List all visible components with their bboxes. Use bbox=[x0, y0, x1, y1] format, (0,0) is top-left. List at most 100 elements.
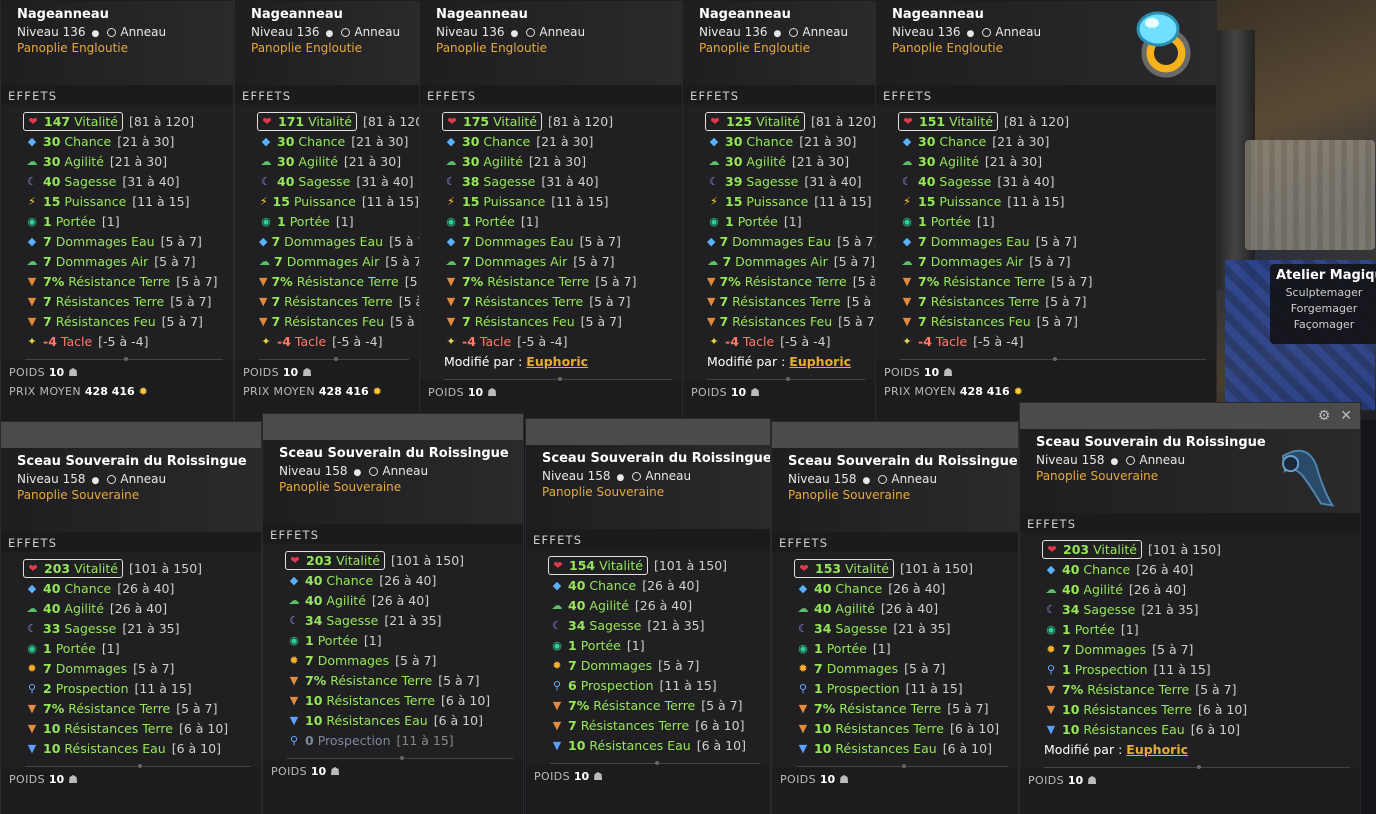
item-level-line: Niveau 136 ● Anneau bbox=[699, 25, 859, 39]
effect-row: ◆ 40 Chance [26 à 40] bbox=[25, 578, 261, 598]
effect-row: ⚲ 1 Prospection [11 à 15] bbox=[796, 678, 1018, 698]
item-footer: POIDS 10 ☗ bbox=[683, 380, 875, 399]
lens-icon: ⚲ bbox=[1046, 662, 1056, 676]
effect-value: 7% bbox=[814, 700, 836, 716]
weight-label: POIDS bbox=[9, 366, 45, 379]
item-footer: POIDS 10 ☗ PRIX MOYEN 428 416 ✹ bbox=[876, 360, 1216, 398]
item-set[interactable]: Panoplie Engloutie bbox=[436, 41, 547, 55]
effect-range: [21 à 30] bbox=[984, 153, 1043, 169]
modifier-name-link[interactable]: Euphoric bbox=[526, 353, 589, 369]
effect-row: ❤ 175 Vitalité [81 à 120] bbox=[442, 111, 682, 131]
effects-list: ❤ 125 Vitalité [81 à 120] ◆ 30 Chance [21 à 30]… bbox=[683, 105, 875, 381]
effects-header: EFFETS bbox=[1, 85, 233, 105]
effect-range: [101 à 150] bbox=[128, 560, 203, 576]
tooltip-controls: ⚙ ✕ bbox=[1318, 408, 1352, 424]
effect-label: Portée bbox=[317, 632, 358, 648]
shield-icon: ▼ bbox=[1046, 702, 1056, 716]
effect-label: Résistance Terre bbox=[68, 273, 171, 289]
item-header: Nageanneau Niveau 136 ● Anneau Panoplie Engl… bbox=[876, 1, 1216, 85]
item-set[interactable]: Panoplie Souveraine bbox=[279, 480, 402, 494]
drop-icon: ◆ bbox=[446, 134, 456, 148]
effect-label: Dommages Air bbox=[286, 253, 380, 269]
item-type: Anneau bbox=[1139, 453, 1186, 467]
effect-label: Vitalité bbox=[845, 560, 889, 576]
lens-icon: ⚲ bbox=[798, 681, 808, 695]
weight-value: 10 bbox=[310, 765, 327, 778]
level-prefix: Niveau bbox=[17, 472, 59, 486]
tooltip-titlebar[interactable] bbox=[263, 414, 523, 440]
effect-value: 6 bbox=[568, 677, 577, 693]
effect-label: Résistances Terre bbox=[326, 692, 435, 708]
item-set[interactable]: Panoplie Souveraine bbox=[17, 488, 140, 502]
item-name: Sceau Souverain du Roissingue bbox=[542, 451, 771, 466]
effect-row: ▼ 7%Résistance Terre [5 à 7] bbox=[1044, 679, 1360, 699]
effect-range: [1] bbox=[520, 213, 539, 229]
effect-value: 15 bbox=[725, 193, 743, 209]
effect-range: [5 à 7] bbox=[595, 273, 637, 289]
effect-row: ☁ 30 Agilité [21 à 30] bbox=[259, 151, 419, 171]
item-level: 158 bbox=[833, 472, 857, 486]
effect-range: [5 à 7] bbox=[404, 273, 419, 289]
item-level: 136 bbox=[481, 25, 505, 39]
weight-value: 10 bbox=[48, 366, 65, 379]
gear-icon[interactable]: ⚙ bbox=[1317, 408, 1331, 424]
effect-row: ◉ 1 Portée [1] bbox=[25, 638, 261, 658]
item-set[interactable]: Panoplie Souveraine bbox=[542, 485, 665, 499]
tooltip-titlebar[interactable]: ⚙ ✕ bbox=[1020, 403, 1360, 429]
close-icon[interactable]: ✕ bbox=[1340, 408, 1352, 424]
effect-range: [5 à 7] bbox=[658, 657, 700, 673]
item-set[interactable]: Panoplie Engloutie bbox=[699, 41, 810, 55]
effect-range: [5 à 7] bbox=[1029, 253, 1071, 269]
effect-range: [26 à 40] bbox=[888, 580, 946, 596]
effect-row: ◆ 30 Chance [21 à 30] bbox=[444, 131, 682, 151]
tooltip-titlebar[interactable] bbox=[772, 422, 1018, 448]
modifier-name-link[interactable]: Euphoric bbox=[789, 353, 852, 369]
tooltip-titlebar[interactable] bbox=[1, 422, 261, 448]
level-prefix: Niveau bbox=[699, 25, 741, 39]
air-icon: ☁ bbox=[1045, 582, 1057, 596]
item-tooltip-card: Nageanneau Niveau 136 ● Anneau Panoplie Engl… bbox=[875, 0, 1217, 424]
effect-range: [1] bbox=[976, 213, 995, 229]
weight-icon: ☗ bbox=[1083, 774, 1098, 787]
item-set[interactable]: Panoplie Engloutie bbox=[17, 41, 128, 55]
drop-icon: ◆ bbox=[259, 234, 268, 248]
level-prefix: Niveau bbox=[788, 472, 830, 486]
item-set[interactable]: Panoplie Engloutie bbox=[251, 41, 362, 55]
effect-label: Dommages Air bbox=[735, 253, 828, 269]
effects-header: EFFETS bbox=[772, 532, 1018, 552]
tooltip-titlebar[interactable] bbox=[526, 419, 770, 445]
modifier-name-link[interactable]: Euphoric bbox=[1126, 741, 1189, 757]
game-background bbox=[1215, 0, 1376, 420]
weight-line: POIDS 10 ☗ bbox=[271, 765, 515, 778]
effect-value: 30 bbox=[462, 133, 480, 149]
effect-label: Dommages bbox=[826, 660, 899, 676]
effect-row: ☁ 40 Agilité [26 à 40] bbox=[550, 595, 770, 615]
heart-icon: ❤ bbox=[262, 114, 272, 128]
air-icon: ☁ bbox=[26, 154, 38, 168]
effect-range: [5 à 7] bbox=[395, 652, 437, 668]
item-set[interactable]: Panoplie Souveraine bbox=[788, 488, 911, 502]
effect-range: [5 à 7] bbox=[833, 253, 875, 269]
shieldb-icon: ▼ bbox=[552, 738, 562, 752]
item-set[interactable]: Panoplie Engloutie bbox=[892, 41, 1003, 55]
effect-value: 1 bbox=[305, 632, 314, 648]
star-icon: ✹ bbox=[1046, 642, 1056, 656]
effect-range: [21 à 30] bbox=[351, 133, 409, 149]
effect-value: 10 bbox=[305, 712, 323, 728]
effect-value: 1 bbox=[43, 640, 52, 656]
eye-icon: ◉ bbox=[289, 633, 299, 647]
effect-row: ☾ 34 Sagesse [21 à 35] bbox=[796, 618, 1018, 638]
bullet-separator: ● bbox=[773, 29, 782, 39]
effect-range: [1] bbox=[101, 213, 120, 229]
shield-icon: ▼ bbox=[27, 314, 37, 328]
effects-header: EFFETS bbox=[683, 85, 875, 105]
effect-row: ☁ 40 Agilité [26 à 40] bbox=[796, 598, 1018, 618]
item-level-line: Niveau 158 ● Anneau bbox=[17, 472, 245, 486]
item-set[interactable]: Panoplie Souveraine bbox=[1036, 469, 1159, 483]
effect-label: Résistances Feu bbox=[284, 313, 385, 329]
effect-label: Vitalité bbox=[1093, 541, 1137, 557]
effect-range: [26 à 40] bbox=[109, 600, 168, 616]
